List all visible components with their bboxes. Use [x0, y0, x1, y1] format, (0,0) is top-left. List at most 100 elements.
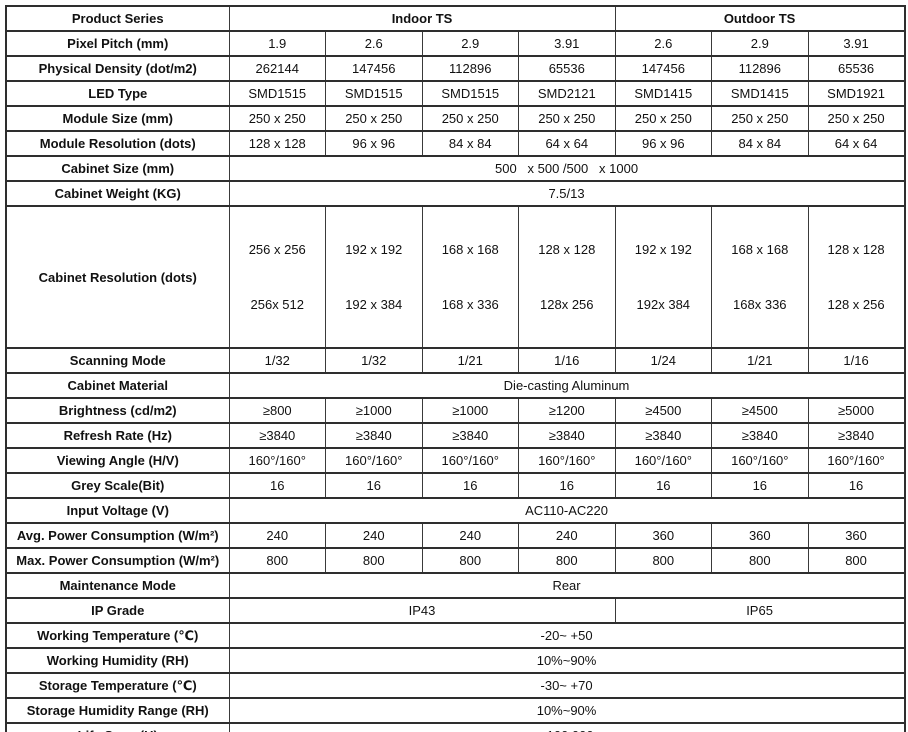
scanning-mode-outdoor-3: 1/16	[807, 347, 906, 374]
life-span-value: ≥100,000	[228, 722, 906, 732]
module-size-outdoor-2: 250 x 250	[711, 105, 809, 132]
avg-power-indoor-4: 240	[518, 522, 616, 549]
scanning-mode-indoor-4: 1/16	[518, 347, 616, 374]
storage-humidity-value: 10%~90%	[228, 697, 906, 724]
led-spec-table: Product Series Indoor TS Outdoor TS Pixe…	[5, 5, 906, 732]
physical-density-indoor-4: 65536	[518, 55, 616, 82]
cabinet-resolution-line2: 168 x 336	[441, 297, 499, 312]
pixel-pitch-outdoor-2: 2.9	[711, 30, 809, 57]
grey-scale-indoor-1: 16	[228, 472, 326, 499]
working-temperature-value: -20~ +50	[228, 622, 906, 649]
led-type-outdoor-2: SMD1415	[711, 80, 809, 107]
cabinet-resolution-line1: 168 x 168	[731, 242, 789, 257]
brightness-outdoor-2: ≥4500	[711, 397, 809, 424]
row-module-resolution: Module Resolution (dots) 128 x 128 96 x …	[5, 130, 906, 157]
cabinet-resolution-line2: 168x 336	[733, 297, 787, 312]
physical-density-outdoor-1: 147456	[614, 55, 713, 82]
module-resolution-outdoor-2: 84 x 84	[711, 130, 809, 157]
input-voltage-value: AC110-AC220	[228, 497, 906, 524]
row-label-input-voltage: Input Voltage (V)	[5, 497, 230, 524]
row-max-power: Max. Power Consumption (W/m²) 800 800 80…	[5, 547, 906, 574]
avg-power-outdoor-1: 360	[614, 522, 713, 549]
row-label-avg-power: Avg. Power Consumption (W/m²)	[5, 522, 230, 549]
viewing-angle-indoor-3: 160°/160°	[421, 447, 519, 474]
brightness-indoor-3: ≥1000	[421, 397, 519, 424]
row-label-working-temperature: Working Temperature (℃)	[5, 622, 230, 649]
scanning-mode-outdoor-1: 1/24	[614, 347, 713, 374]
ip-grade-indoor: IP43	[228, 597, 616, 624]
row-module-size: Module Size (mm) 250 x 250 250 x 250 250…	[5, 105, 906, 132]
cabinet-resolution-line2: 192x 384	[636, 297, 691, 312]
brightness-indoor-1: ≥800	[228, 397, 326, 424]
module-resolution-outdoor-3: 64 x 64	[807, 130, 906, 157]
cabinet-resolution-line2: 192 x 384	[345, 297, 403, 312]
row-label-viewing-angle: Viewing Angle (H/V)	[5, 447, 230, 474]
row-storage-temperature: Storage Temperature (℃) -30~ +70	[5, 672, 906, 699]
physical-density-indoor-3: 112896	[421, 55, 519, 82]
row-label-brightness: Brightness (cd/m2)	[5, 397, 230, 424]
module-size-outdoor-3: 250 x 250	[807, 105, 906, 132]
row-avg-power: Avg. Power Consumption (W/m²) 240 240 24…	[5, 522, 906, 549]
row-label-storage-temperature: Storage Temperature (℃)	[5, 672, 230, 699]
cabinet-resolution-line2: 128x 256	[540, 297, 594, 312]
refresh-rate-outdoor-1: ≥3840	[614, 422, 713, 449]
avg-power-outdoor-3: 360	[807, 522, 906, 549]
viewing-angle-indoor-2: 160°/160°	[325, 447, 423, 474]
led-type-indoor-2: SMD1515	[325, 80, 423, 107]
cabinet-resolution-outdoor-1: 192 x 192 192x 384	[614, 205, 713, 349]
refresh-rate-outdoor-3: ≥3840	[807, 422, 906, 449]
cabinet-size-value: 500 x 500 /500 x 1000	[228, 155, 906, 182]
pixel-pitch-indoor-2: 2.6	[325, 30, 423, 57]
module-resolution-indoor-3: 84 x 84	[421, 130, 519, 157]
max-power-indoor-2: 800	[325, 547, 423, 574]
avg-power-indoor-2: 240	[325, 522, 423, 549]
cabinet-resolution-line2: 256x 512	[250, 297, 305, 312]
row-cabinet-material: Cabinet Material Die-casting Aluminum	[5, 372, 906, 399]
module-size-indoor-3: 250 x 250	[421, 105, 519, 132]
grey-scale-outdoor-1: 16	[614, 472, 713, 499]
row-label-cabinet-weight: Cabinet Weight (KG)	[5, 180, 230, 207]
cabinet-resolution-line2: 128 x 256	[827, 297, 885, 312]
row-label-storage-humidity: Storage Humidity Range (RH)	[5, 697, 230, 724]
cabinet-weight-value: 7.5/13	[228, 180, 906, 207]
row-label-grey-scale: Grey Scale(Bit)	[5, 472, 230, 499]
max-power-indoor-4: 800	[518, 547, 616, 574]
header-product-series: Product Series	[5, 5, 230, 32]
physical-density-outdoor-3: 65536	[807, 55, 906, 82]
header-indoor-ts: Indoor TS	[228, 5, 616, 32]
refresh-rate-indoor-2: ≥3840	[325, 422, 423, 449]
row-label-physical-density: Physical Density (dot/m2)	[5, 55, 230, 82]
cabinet-resolution-indoor-2: 192 x 192 192 x 384	[325, 205, 423, 349]
cabinet-resolution-line1: 168 x 168	[441, 242, 499, 257]
physical-density-outdoor-2: 112896	[711, 55, 809, 82]
row-label-scanning-mode: Scanning Mode	[5, 347, 230, 374]
cabinet-resolution-line1: 256 x 256	[248, 242, 306, 257]
max-power-indoor-1: 800	[228, 547, 326, 574]
max-power-outdoor-3: 800	[807, 547, 906, 574]
cabinet-resolution-line1: 192 x 192	[345, 242, 403, 257]
grey-scale-indoor-4: 16	[518, 472, 616, 499]
row-brightness: Brightness (cd/m2) ≥800 ≥1000 ≥1000 ≥120…	[5, 397, 906, 424]
max-power-indoor-3: 800	[421, 547, 519, 574]
ip-grade-outdoor: IP65	[614, 597, 906, 624]
cabinet-resolution-indoor-4: 128 x 128 128x 256	[518, 205, 616, 349]
scanning-mode-indoor-1: 1/32	[228, 347, 326, 374]
module-size-indoor-4: 250 x 250	[518, 105, 616, 132]
cabinet-resolution-outdoor-2: 168 x 168 168x 336	[711, 205, 809, 349]
row-label-cabinet-size: Cabinet Size (mm)	[5, 155, 230, 182]
refresh-rate-outdoor-2: ≥3840	[711, 422, 809, 449]
led-type-indoor-1: SMD1515	[228, 80, 326, 107]
viewing-angle-indoor-4: 160°/160°	[518, 447, 616, 474]
led-type-outdoor-3: SMD1921	[807, 80, 906, 107]
viewing-angle-outdoor-3: 160°/160°	[807, 447, 906, 474]
module-resolution-indoor-4: 64 x 64	[518, 130, 616, 157]
pixel-pitch-indoor-1: 1.9	[228, 30, 326, 57]
module-resolution-indoor-2: 96 x 96	[325, 130, 423, 157]
header-outdoor-ts: Outdoor TS	[614, 5, 906, 32]
row-cabinet-size: Cabinet Size (mm) 500 x 500 /500 x 1000	[5, 155, 906, 182]
maintenance-mode-value: Rear	[228, 572, 906, 599]
physical-density-indoor-1: 262144	[228, 55, 326, 82]
module-resolution-indoor-1: 128 x 128	[228, 130, 326, 157]
cabinet-material-value: Die-casting Aluminum	[228, 372, 906, 399]
row-label-module-resolution: Module Resolution (dots)	[5, 130, 230, 157]
